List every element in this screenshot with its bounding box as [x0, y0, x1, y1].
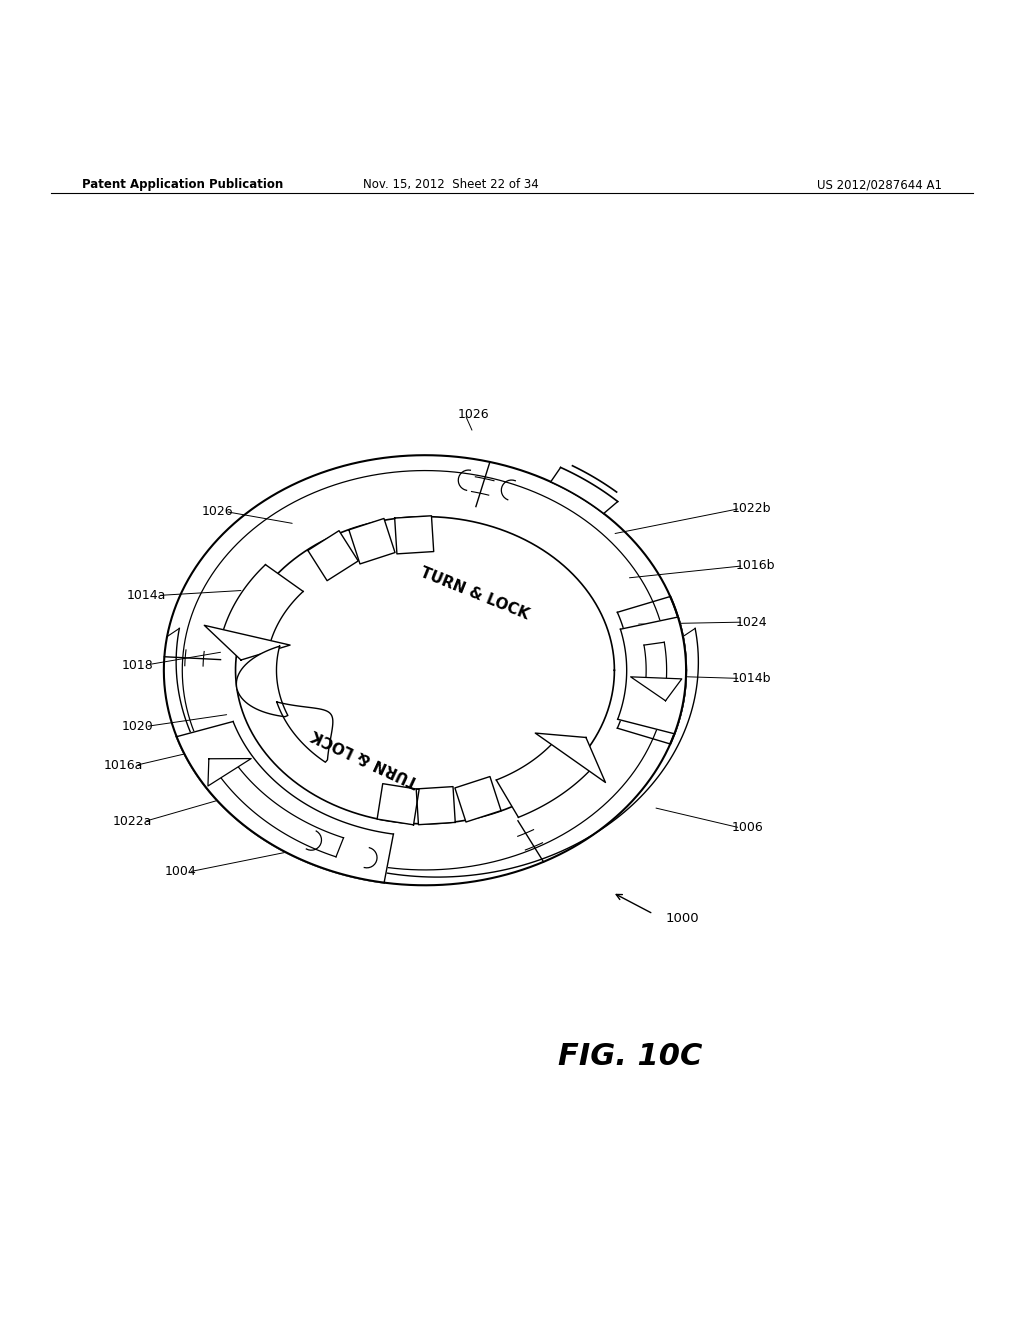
Polygon shape	[631, 677, 682, 701]
Polygon shape	[455, 776, 501, 822]
Text: 1018: 1018	[122, 659, 154, 672]
Text: 1016b: 1016b	[735, 560, 775, 573]
Text: 1026: 1026	[458, 408, 488, 421]
Text: 1022b: 1022b	[732, 502, 772, 515]
Text: 1006: 1006	[732, 821, 764, 834]
Text: Patent Application Publication: Patent Application Publication	[82, 178, 284, 191]
Text: 1000: 1000	[666, 912, 699, 924]
Polygon shape	[205, 626, 290, 660]
Polygon shape	[237, 647, 288, 717]
Text: 1026: 1026	[202, 506, 233, 517]
Polygon shape	[394, 516, 434, 554]
Text: 1016a: 1016a	[104, 759, 143, 772]
Text: FIG. 10C: FIG. 10C	[558, 1041, 701, 1071]
Polygon shape	[176, 722, 393, 883]
Polygon shape	[416, 787, 456, 825]
Text: 1024: 1024	[735, 615, 767, 628]
Text: 1020: 1020	[122, 721, 154, 733]
Text: 1022a: 1022a	[113, 816, 152, 828]
Text: TURN & LOCK: TURN & LOCK	[418, 565, 530, 622]
Polygon shape	[276, 702, 333, 762]
Polygon shape	[536, 733, 605, 783]
Polygon shape	[223, 565, 303, 640]
Polygon shape	[208, 759, 251, 785]
Text: TURN & LOCK: TURN & LOCK	[310, 726, 421, 788]
Polygon shape	[377, 784, 419, 825]
Text: 1014a: 1014a	[127, 589, 166, 602]
Text: US 2012/0287644 A1: US 2012/0287644 A1	[817, 178, 942, 191]
Polygon shape	[497, 744, 590, 817]
Polygon shape	[617, 616, 686, 734]
Text: 1014b: 1014b	[732, 672, 772, 685]
Polygon shape	[349, 519, 395, 564]
Text: 1004: 1004	[165, 866, 197, 879]
Polygon shape	[551, 467, 617, 513]
Polygon shape	[308, 531, 358, 581]
Text: Nov. 15, 2012  Sheet 22 of 34: Nov. 15, 2012 Sheet 22 of 34	[362, 178, 539, 191]
